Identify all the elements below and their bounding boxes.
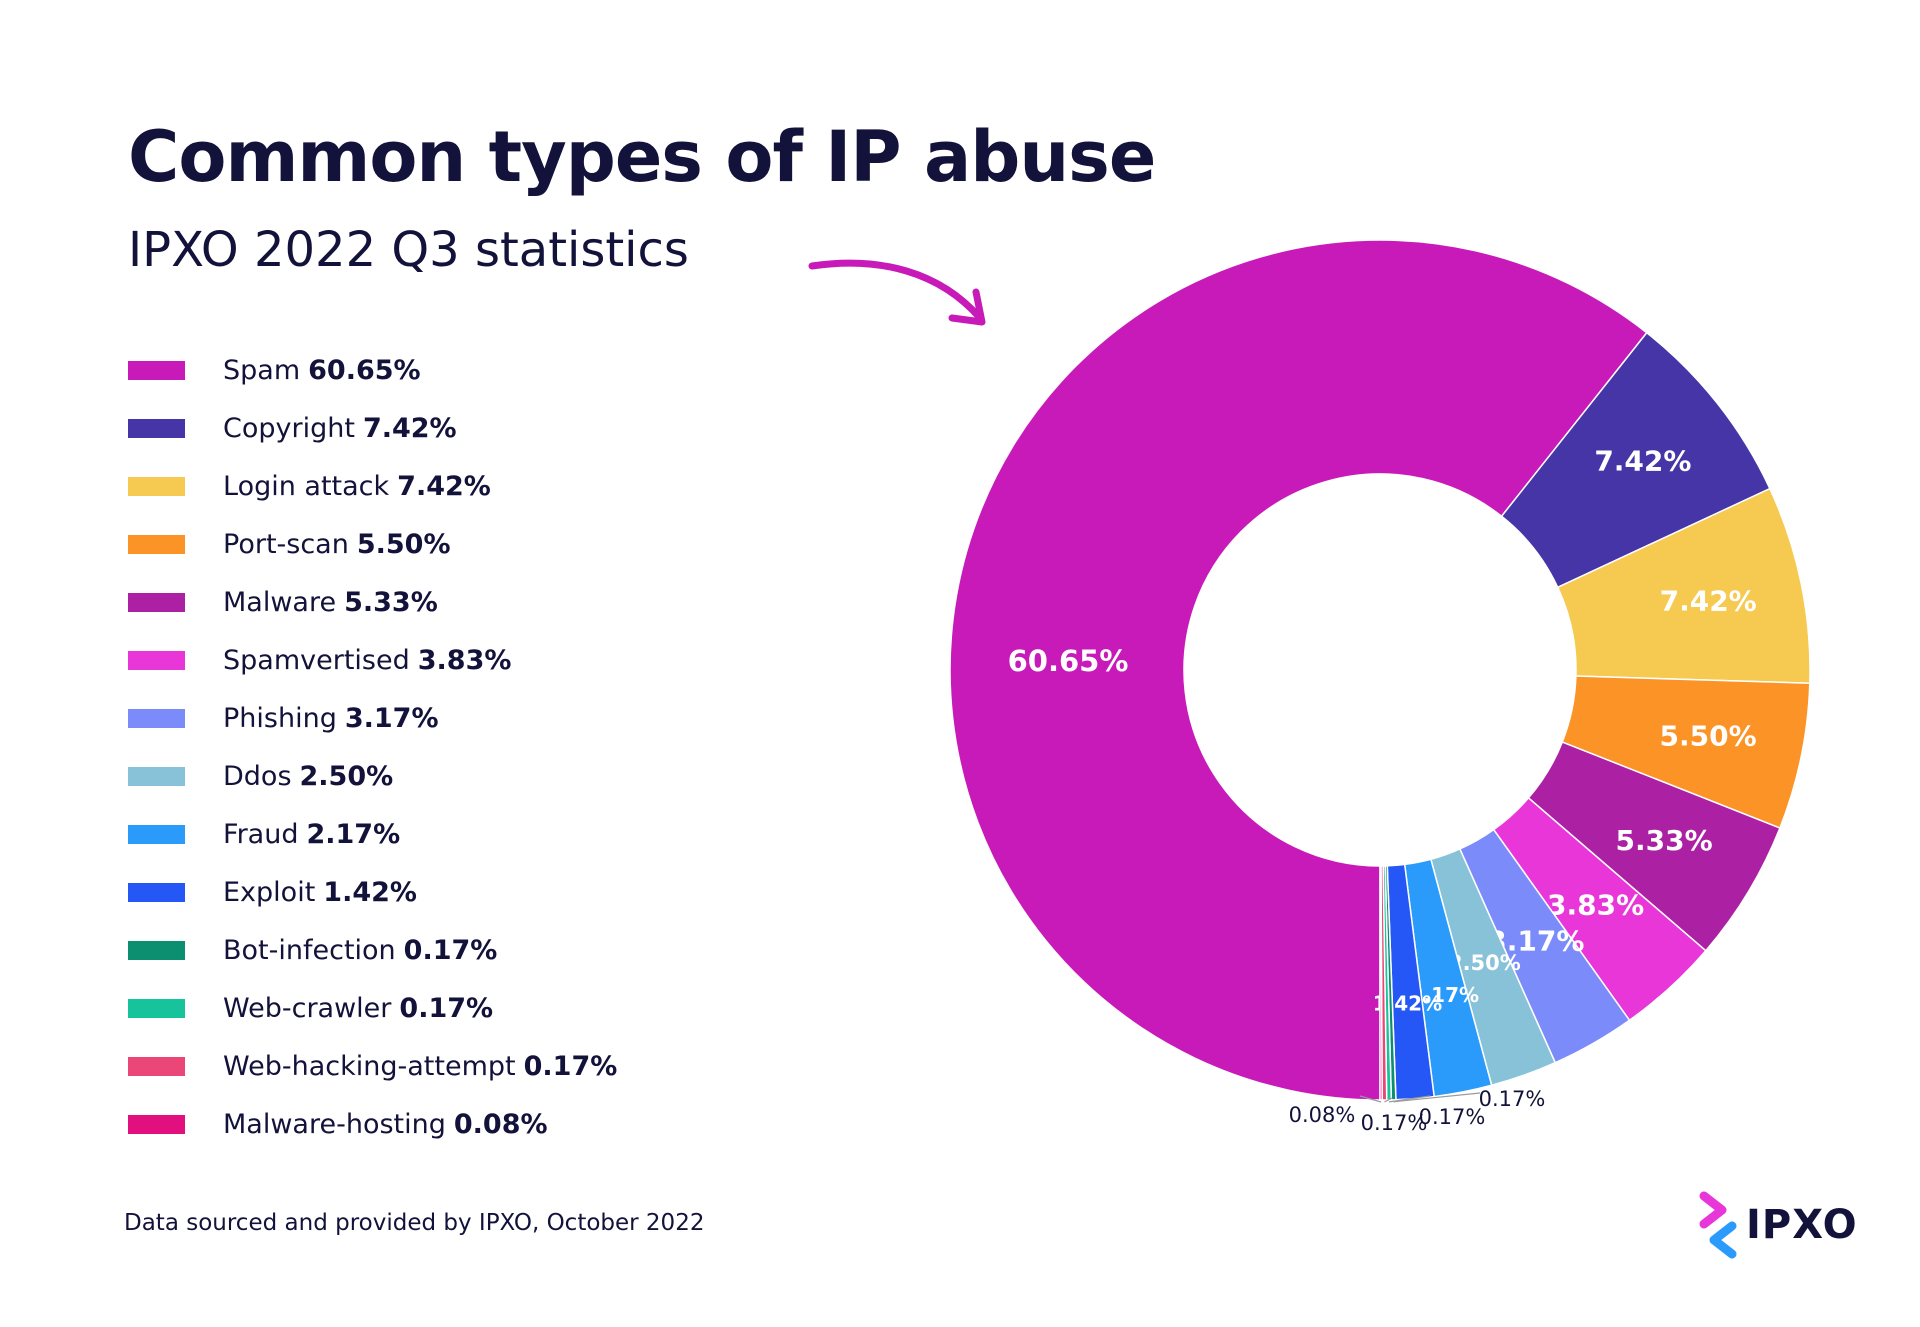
legend-label: Web-hacking-attempt [223, 1050, 516, 1082]
legend-item: Copyright 7.42% [128, 408, 768, 448]
legend-label: Ddos [223, 760, 292, 792]
legend-swatch [128, 1114, 185, 1134]
slice-label-outside: 0.17% [1479, 1087, 1546, 1111]
legend-item: Ddos 2.50% [128, 756, 768, 796]
legend-label: Fraud [223, 818, 299, 850]
legend-swatch [128, 476, 185, 496]
chart-subtitle: IPXO 2022 Q3 statistics [128, 222, 689, 278]
legend-value: 5.50% [356, 528, 451, 560]
legend-item: Login attack 7.42% [128, 466, 768, 506]
leader-line [1359, 1095, 1382, 1103]
brand-name: IPXO [1746, 1202, 1858, 1248]
legend-item: Bot-infection 0.17% [128, 930, 768, 970]
legend-label: Login attack [223, 470, 390, 502]
slice-label-outside: 0.08% [1289, 1103, 1356, 1127]
slice-label-outside: 0.17% [1361, 1111, 1428, 1135]
legend-label: Spam [223, 354, 301, 386]
legend-value: 7.42% [362, 412, 457, 444]
slice-label: 7.42% [1660, 585, 1757, 618]
legend-swatch [128, 998, 185, 1018]
legend-swatch [128, 940, 185, 960]
brand-logo: IPXO [1696, 1190, 1858, 1260]
legend-item: Fraud 2.17% [128, 814, 768, 854]
legend-label: Bot-infection [223, 934, 396, 966]
legend-item: Spam 60.65% [128, 350, 768, 390]
legend-label: Malware [223, 586, 337, 618]
legend-swatch [128, 708, 185, 728]
slice-label: 60.65% [1008, 644, 1129, 678]
slice-label: 3.83% [1547, 888, 1644, 921]
legend-value: 60.65% [308, 354, 421, 386]
legend-value: 3.17% [344, 702, 439, 734]
legend-swatch [128, 360, 185, 380]
legend-swatch [128, 1056, 185, 1076]
slice-label-outside: 0.17% [1419, 1105, 1486, 1129]
legend-item: Web-crawler 0.17% [128, 988, 768, 1028]
leader-line [1393, 1092, 1481, 1103]
legend-swatch [128, 534, 185, 554]
legend-item: Exploit 1.42% [128, 872, 768, 912]
legend-value: 1.42% [323, 876, 417, 908]
legend-item: Web-hacking-attempt 0.17% [128, 1046, 768, 1086]
legend-swatch [128, 824, 185, 844]
legend-label: Phishing [223, 702, 337, 734]
legend-label: Spamvertised [223, 644, 410, 676]
legend-swatch [128, 418, 185, 438]
legend-swatch [128, 882, 185, 902]
legend-item: Malware-hosting 0.08% [128, 1104, 768, 1144]
legend-label: Copyright [223, 412, 355, 444]
legend-label: Malware-hosting [223, 1108, 446, 1140]
leader-line [1389, 1095, 1431, 1103]
legend-value: 0.08% [453, 1108, 548, 1140]
slice-label: 5.33% [1616, 824, 1713, 857]
legend-label: Port-scan [223, 528, 349, 560]
legend-label: Exploit [223, 876, 316, 908]
legend-value: 2.17% [306, 818, 401, 850]
legend-swatch [128, 766, 185, 786]
legend-item: Malware 5.33% [128, 582, 768, 622]
slice-label: 7.42% [1594, 444, 1691, 477]
legend-value: 0.17% [403, 934, 498, 966]
legend-item: Port-scan 5.50% [128, 524, 768, 564]
legend-value: 3.83% [417, 644, 512, 676]
legend-value: 0.17% [399, 992, 494, 1024]
leader-line [1384, 1097, 1393, 1103]
legend-value: 5.33% [344, 586, 438, 618]
legend-value: 2.50% [299, 760, 394, 792]
legend-item: Spamvertised 3.83% [128, 640, 768, 680]
legend-label: Web-crawler [223, 992, 392, 1024]
legend-value: 7.42% [397, 470, 491, 502]
legend-swatch [128, 650, 185, 670]
legend-item: Phishing 3.17% [128, 698, 768, 738]
legend-swatch [128, 592, 185, 612]
slice-label: 5.50% [1660, 720, 1757, 753]
chart-title: Common types of IP abuse [128, 116, 1156, 198]
donut-slice-malware-hosting [1379, 865, 1383, 1101]
source-footnote: Data sourced and provided by IPXO, Octob… [124, 1210, 705, 1236]
donut-slice-spam [949, 239, 1648, 1101]
ipxo-logo-icon [1699, 1191, 1737, 1259]
legend-value: 0.17% [523, 1050, 618, 1082]
